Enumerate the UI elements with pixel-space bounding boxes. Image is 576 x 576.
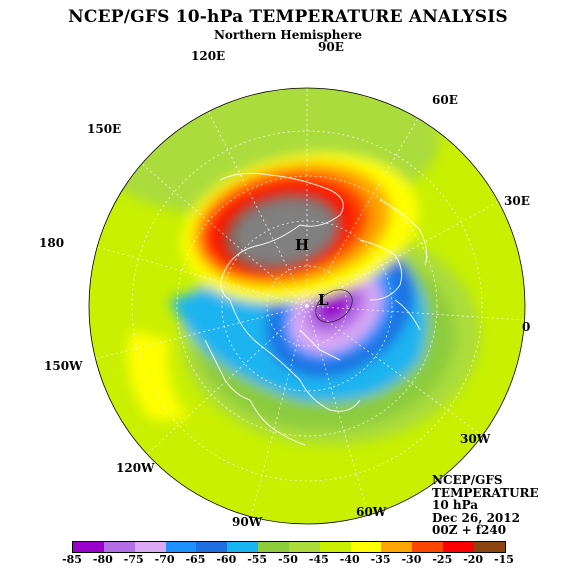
low-center-label: L xyxy=(318,291,329,309)
color-legend-swatch xyxy=(443,542,474,552)
info-date: Dec 26, 2012 xyxy=(432,510,520,525)
color-legend-swatch xyxy=(473,542,505,552)
info-forecast: 00Z + f240 xyxy=(432,523,507,537)
color-legend-swatch xyxy=(381,542,413,552)
lon-label-30e: 30E xyxy=(504,194,530,208)
high-center-label: H xyxy=(295,236,309,254)
color-legend-tick: -65 xyxy=(185,553,206,566)
lon-label-0: 0 xyxy=(522,320,531,334)
color-legend-tick: -70 xyxy=(154,553,175,566)
color-legend-tick: -20 xyxy=(463,553,484,566)
lon-label-180: 180 xyxy=(39,236,65,250)
color-legend-swatch xyxy=(288,542,320,552)
color-legend-swatch xyxy=(258,542,289,552)
lon-label-60e: 60E xyxy=(432,93,458,107)
info-level: 10 hPa xyxy=(432,498,479,512)
lon-label-30w: 30W xyxy=(460,432,491,446)
temperature-field xyxy=(89,88,525,524)
color-legend-swatch xyxy=(227,542,259,552)
color-legend-swatch xyxy=(196,542,228,552)
map-subtitle: Northern Hemisphere xyxy=(213,28,363,42)
color-legend-swatch xyxy=(134,542,166,552)
color-legend-tick: -55 xyxy=(247,553,268,566)
color-legend-swatch xyxy=(73,542,104,552)
color-legend-tick: -80 xyxy=(92,553,113,566)
color-legend-swatch xyxy=(103,542,135,552)
color-legend-tick: -15 xyxy=(494,553,514,566)
color-legend-tick: -45 xyxy=(308,553,329,566)
color-legend-swatch xyxy=(412,542,444,552)
lon-label-90w: 90W xyxy=(232,515,263,529)
lon-label-60w: 60W xyxy=(356,505,387,519)
color-legend-tick: -50 xyxy=(278,553,298,566)
color-legend-swatch xyxy=(350,542,382,552)
lon-label-150w: 150W xyxy=(44,359,83,373)
info-source: NCEP/GFS xyxy=(432,473,503,487)
color-legend-tick: -75 xyxy=(123,553,144,566)
color-legend-ticks: -85 -80 -75 -70 -65 -60 -55 -50 -45 -40 -35 -30 -25-… xyxy=(0,553,576,567)
color-legend-tick: -30 xyxy=(401,553,422,566)
map-title: NCEP/GFS 10-hPa TEMPERATURE ANALYSIS xyxy=(68,7,508,27)
color-legend-tick: -35 xyxy=(370,553,391,566)
lon-label-120w: 120W xyxy=(116,461,155,475)
lon-label-120e: 120E xyxy=(191,49,226,63)
coastlines xyxy=(204,172,428,446)
color-legend-swatch xyxy=(319,542,351,552)
info-block: NCEP/GFS TEMPERATURE 10 hPa Dec 26, 2012… xyxy=(432,474,539,537)
color-legend-tick: -40 xyxy=(339,553,360,566)
color-legend-tick: -25 xyxy=(432,553,453,566)
lon-label-90e: 90E xyxy=(318,40,344,54)
color-legend-bar xyxy=(72,541,506,553)
color-legend-tick: -60 xyxy=(216,553,237,566)
lon-label-150e: 150E xyxy=(87,122,122,136)
color-legend-swatch xyxy=(165,542,197,552)
color-legend-tick: -85 xyxy=(62,553,82,566)
info-variable: TEMPERATURE xyxy=(432,485,539,500)
